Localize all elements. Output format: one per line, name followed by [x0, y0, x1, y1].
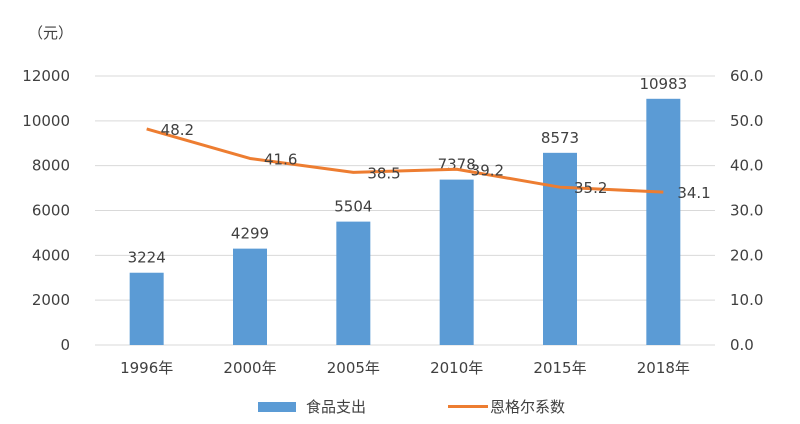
right-tick-label: 0.0	[730, 336, 754, 354]
legend-label: 食品支出	[306, 398, 367, 416]
right-tick-label: 60.0	[730, 67, 763, 85]
line-value-label: 39.2	[471, 161, 504, 179]
x-tick-label: 2000年	[223, 359, 276, 377]
right-tick-label: 20.0	[730, 246, 763, 264]
left-tick-label: 0	[60, 336, 70, 354]
left-tick-label: 6000	[32, 202, 70, 220]
bar-value-label: 3224	[128, 249, 166, 267]
bar	[233, 248, 267, 345]
left-tick-label: 8000	[32, 157, 70, 175]
bar	[646, 98, 681, 345]
left-tick-label: 10000	[22, 112, 70, 130]
legend-item-food: 食品支出	[258, 396, 366, 417]
line-value-label: 34.1	[677, 184, 710, 202]
bar	[129, 272, 164, 345]
bar	[543, 152, 577, 345]
line-value-label: 48.2	[161, 121, 194, 139]
bar-value-label: 4299	[231, 225, 269, 243]
right-tick-label: 40.0	[730, 157, 763, 175]
x-tick-label: 2010年	[430, 359, 483, 377]
x-tick-label: 2015年	[533, 359, 586, 377]
legend-label: 恩格尔系数	[490, 398, 566, 416]
x-tick-label: 2005年	[327, 359, 380, 377]
bar-value-label: 5504	[334, 198, 372, 216]
line-value-label: 35.2	[574, 179, 607, 197]
line-value-label: 38.5	[367, 164, 400, 182]
x-tick-label: 1996年	[120, 359, 173, 377]
left-tick-label: 4000	[32, 246, 70, 264]
legend-swatch-line	[448, 405, 488, 408]
bar	[336, 221, 371, 345]
line-value-label: 41.6	[264, 150, 297, 168]
legend-item-engel: 恩格尔系数	[448, 396, 565, 417]
right-tick-label: 50.0	[730, 112, 763, 130]
x-tick-label: 2018年	[637, 359, 690, 377]
legend-swatch-bar	[258, 401, 296, 412]
left-axis-unit: （元）	[28, 24, 74, 42]
right-tick-label: 30.0	[730, 202, 763, 220]
bar-value-label: 8573	[541, 129, 579, 147]
right-tick-label: 10.0	[730, 291, 763, 309]
engel-line	[146, 127, 664, 194]
bar-value-label: 10983	[639, 75, 687, 93]
bar	[439, 179, 474, 345]
left-tick-label: 2000	[32, 291, 70, 309]
left-tick-label: 12000	[22, 67, 70, 85]
